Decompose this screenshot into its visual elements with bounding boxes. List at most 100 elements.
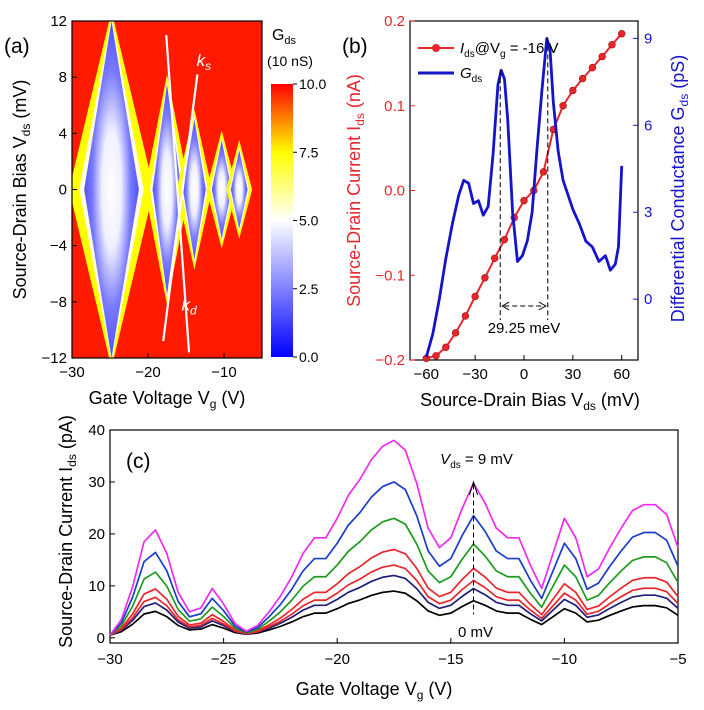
heatmap-diamond xyxy=(182,119,206,260)
arrow-head-right xyxy=(538,301,547,311)
y-tick-label-left: −0.2 xyxy=(375,352,405,369)
iv-series-line xyxy=(109,564,679,636)
heatmap-annotation: kd xyxy=(181,295,197,317)
x-tick-label: −20 xyxy=(135,364,160,381)
series-ids-point xyxy=(481,274,489,282)
heatmap-diamond xyxy=(211,140,232,239)
x-tick-label: −5 xyxy=(669,651,686,668)
series-ids-point xyxy=(520,196,528,205)
legend-ids-label: Ids@Vg = -16 V xyxy=(460,40,558,60)
x-tick-label: −30 xyxy=(59,364,84,381)
heatmap-slope-line xyxy=(162,74,199,342)
series-ids-point xyxy=(578,74,587,83)
y-tick-label: 8 xyxy=(59,69,67,86)
y-tick-label-right: 3 xyxy=(644,204,652,221)
panel-a: (a) ks kd −30 −20 −10 −12 −8 −4 0 4 8 12 Gate Volt… xyxy=(4,13,326,411)
iv-series-line xyxy=(109,481,679,636)
iv-series-line xyxy=(109,517,679,636)
heatmap-diamond xyxy=(230,150,248,229)
colorbar-tick-label: 0.0 xyxy=(299,349,319,365)
x-tick-label: −25 xyxy=(211,651,236,668)
y-tick-label-right: 0 xyxy=(644,291,652,308)
x-tick-label: −20 xyxy=(324,651,349,668)
colorbar-tick-label: 5.0 xyxy=(299,213,319,229)
x-tick-label: 30 xyxy=(565,366,582,383)
y-tick-label: 30 xyxy=(88,474,105,491)
x-tick-label: −60 xyxy=(414,366,439,383)
series-ids-point xyxy=(598,52,606,61)
y-tick-label: 0 xyxy=(59,182,67,199)
series-ids-point xyxy=(618,30,626,38)
colorbar-units: (10 nS) xyxy=(267,53,313,69)
x-tick-label: −30 xyxy=(462,366,487,383)
panel-c-ylabel: Source-Drain Current Ids (pA) xyxy=(56,415,79,648)
arrow-head-left xyxy=(501,301,510,311)
colorbar-title: Gds xyxy=(272,27,297,47)
series-ids-line xyxy=(426,33,623,360)
panel-c-label: (c) xyxy=(126,450,151,473)
iv-series-line xyxy=(109,574,679,636)
series-ids-point xyxy=(461,312,470,320)
heatmap-annotation: ks xyxy=(197,51,212,73)
y-tick-label: −8 xyxy=(50,294,67,311)
y-tick-label-right: 6 xyxy=(644,117,652,134)
series-ids-point xyxy=(500,235,509,244)
panel-b-ylabel-right: Differential Conductance Gds (pS) xyxy=(668,55,691,323)
iv-series-line xyxy=(109,548,679,636)
panel-a-label: (a) xyxy=(4,35,30,58)
y-tick-label-right: 9 xyxy=(644,30,652,47)
panel-b-ylabel-left: Source-Drain Current Ids (nA) xyxy=(344,74,367,307)
vds-marker-arrow xyxy=(469,480,478,496)
legend-gds-label: Gds xyxy=(460,65,482,85)
iv-series-line xyxy=(109,439,679,636)
x-tick-label: −10 xyxy=(211,364,236,381)
peak-spacing-label: 29.25 meV xyxy=(488,320,561,337)
y-tick-label: 0 xyxy=(97,630,105,647)
panel-b-label: (b) xyxy=(342,35,368,58)
heatmap-slope-line xyxy=(165,34,191,353)
panel-b: (b) −60 −30 0 30 60 −0.2 −0.1 0.0 0.1 0.2 0 3 6 9 29.… xyxy=(342,13,691,413)
y-tick-label: 10 xyxy=(88,578,105,595)
y-tick-label-left: −0.1 xyxy=(375,267,405,284)
x-tick-label: 0 xyxy=(520,366,528,383)
series-gds-line xyxy=(424,36,624,358)
y-tick-label-left: 0.2 xyxy=(384,13,405,30)
y-tick-label: 40 xyxy=(88,422,105,439)
series-ids-point xyxy=(432,352,440,360)
legend-ids-marker xyxy=(432,44,440,52)
series-ids-point xyxy=(471,292,479,301)
series-ids-point xyxy=(608,41,616,49)
colorbar: Gds (10 nS) 10.0 7.5 5.0 2.5 0.0 xyxy=(267,27,326,365)
panel-a-ylabel: Source-Drain Bias Vds (mV) xyxy=(10,80,33,300)
colorbar-gradient xyxy=(271,84,293,357)
y-tick-label-left: 0.1 xyxy=(384,98,405,115)
series-ids-point xyxy=(569,86,577,95)
panel-a-xlabel: Gate Voltage Vg (V) xyxy=(89,388,246,411)
panel-c: (c) −30 −25 −20 −15 −10 −5 0 10 20 30 40 Vds = 9 m… xyxy=(56,415,687,702)
iv-series-line xyxy=(109,590,679,637)
series-ids-point xyxy=(588,63,597,72)
x-tick-label: −15 xyxy=(438,651,463,668)
series-ids-point xyxy=(490,254,499,262)
series-ids-point xyxy=(442,343,450,351)
y-tick-label: −4 xyxy=(50,238,67,255)
y-tick-label: 12 xyxy=(50,13,67,30)
x-tick-label: −30 xyxy=(97,651,122,668)
colorbar-tick-label: 7.5 xyxy=(299,144,319,160)
panel-b-xlabel: Source-Drain Bias Vds (mV) xyxy=(420,390,640,413)
y-tick-label: −12 xyxy=(42,350,67,367)
series-ids-point xyxy=(559,102,567,110)
x-tick-label: 60 xyxy=(613,366,630,383)
y-tick-label: 4 xyxy=(59,125,67,142)
y-tick-label-left: 0.0 xyxy=(384,183,405,200)
series-ids-point xyxy=(451,329,460,337)
x-tick-label: −10 xyxy=(552,651,577,668)
y-tick-label: 20 xyxy=(88,526,105,543)
vds-top-label: Vds = 9 mV xyxy=(440,451,513,471)
panel-c-frame xyxy=(109,429,679,644)
colorbar-tick-label: 10.0 xyxy=(299,76,326,92)
panel-c-xlabel: Gate Voltage Vg (V) xyxy=(296,679,453,702)
series-ids-point xyxy=(539,168,548,176)
colorbar-tick-label: 2.5 xyxy=(299,281,319,297)
